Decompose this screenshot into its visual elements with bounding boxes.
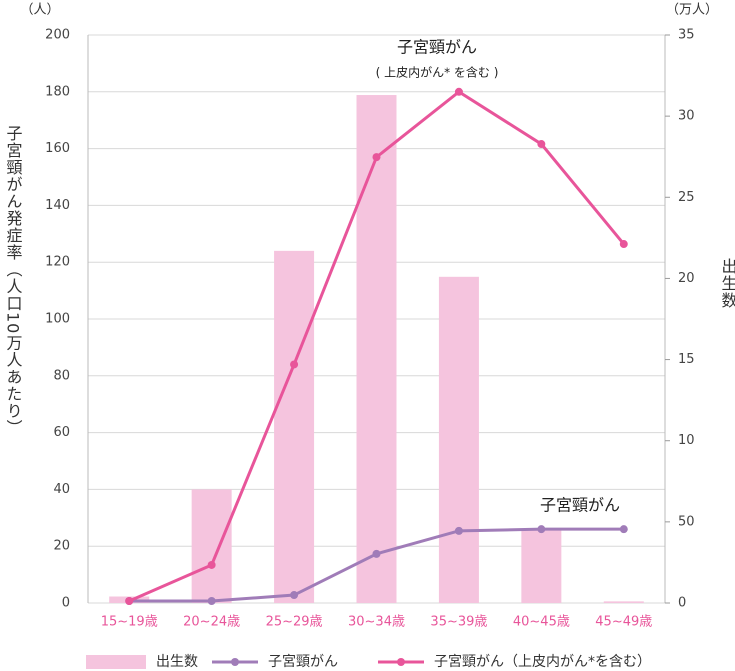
y-tick-label: 140 — [45, 198, 70, 213]
bar — [521, 529, 562, 603]
y-axis-title: 子宮頸がん発症率（人口10万人あたり） — [4, 125, 23, 436]
y2-tick-label: 15 — [678, 352, 695, 367]
line-point — [290, 591, 299, 600]
y-tick-label: 0 — [62, 596, 70, 611]
line-point — [372, 549, 381, 558]
line-point — [207, 560, 216, 569]
bar — [438, 276, 479, 603]
y-tick-label: 180 — [45, 84, 70, 99]
y2-tick-label: 25 — [678, 190, 695, 205]
x-tick-label: 30~34歳 — [348, 615, 405, 630]
y-tick-label: 20 — [53, 539, 70, 554]
line-point — [207, 597, 216, 606]
annotation: ( 上皮内がん* を含む ) — [376, 65, 499, 80]
y-tick-label: 200 — [45, 28, 70, 43]
line-point — [454, 526, 463, 535]
bar — [191, 489, 232, 603]
x-tick-label: 25~29歳 — [266, 615, 323, 630]
y-tick-label: 40 — [53, 482, 70, 497]
y2-tick-label: 30 — [678, 109, 695, 124]
y2-tick-label: 20 — [678, 271, 695, 286]
annotation: 子宮頸がん — [540, 496, 620, 515]
line-point — [290, 360, 299, 369]
line-point — [619, 525, 628, 534]
bar — [274, 250, 315, 603]
x-tick-label: 45~49歳 — [595, 615, 652, 630]
line-point — [537, 525, 546, 534]
y-unit: （人） — [20, 3, 59, 18]
line-point — [454, 87, 463, 96]
y-tick-label: 120 — [45, 255, 70, 270]
y2-tick-label: 10 — [678, 433, 695, 448]
x-tick-label: 40~45歳 — [513, 615, 570, 630]
line-point — [372, 153, 381, 162]
y-tick-label: 80 — [53, 368, 70, 383]
legend-swatch — [86, 655, 146, 669]
y2-unit: （万人） — [666, 3, 718, 18]
annotation: 子宮頸がん — [397, 38, 477, 57]
y-tick-label: 160 — [45, 141, 70, 156]
legend-label: 出生数 — [156, 654, 198, 670]
legend-label: 子宮頸がん — [268, 654, 338, 670]
y2-tick-label: 50 — [678, 514, 695, 529]
y2-tick-label: 0 — [678, 596, 686, 611]
y-tick-label: 60 — [53, 425, 70, 440]
line-point — [619, 240, 628, 249]
line-point — [537, 140, 546, 149]
x-tick-label: 15~19歳 — [101, 615, 158, 630]
legend-swatch — [231, 658, 239, 666]
y2-tick-label: 35 — [678, 28, 695, 43]
bar — [356, 95, 397, 603]
line-point — [125, 597, 134, 606]
x-tick-label: 35~39歳 — [430, 615, 487, 630]
y-tick-label: 100 — [45, 312, 70, 327]
bar — [603, 601, 644, 603]
legend-label: 子宮頸がん（上皮内がん*を含む） — [434, 654, 651, 670]
legend-swatch — [397, 658, 405, 666]
x-tick-label: 20~24歳 — [183, 615, 240, 630]
y2-axis-title: 出生数 — [719, 258, 735, 309]
